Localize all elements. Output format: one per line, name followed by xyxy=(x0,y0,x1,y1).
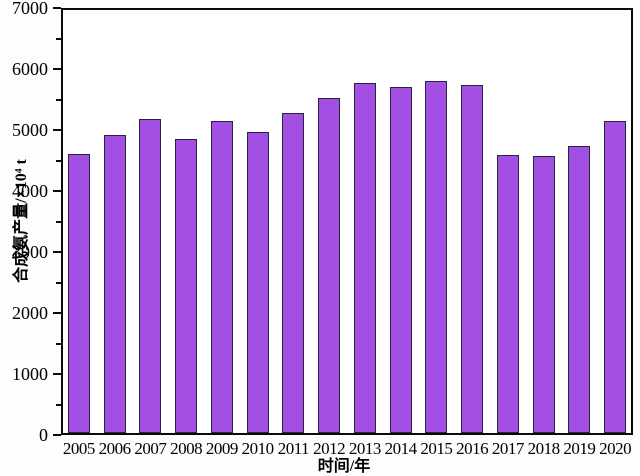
y-major-tick xyxy=(53,251,61,253)
x-tick-label: 2017 xyxy=(491,439,525,458)
bar-2009 xyxy=(210,121,233,433)
x-tick-label: 2007 xyxy=(134,439,167,458)
bar-2016 xyxy=(461,84,484,433)
y-major-tick xyxy=(53,190,61,192)
y-minor-tick xyxy=(56,281,61,284)
bar-2013 xyxy=(353,83,376,433)
x-tick-label: 2011 xyxy=(277,439,310,458)
y-tick-label: 0 xyxy=(39,425,48,445)
x-tick-label: 2016 xyxy=(456,439,489,458)
y-tick-label: 3000 xyxy=(12,242,48,262)
y-tick-label: 6000 xyxy=(12,59,48,79)
y-tick-label: 2000 xyxy=(12,303,48,323)
x-axis-title: 时间/年 xyxy=(317,458,371,475)
bar-2007 xyxy=(139,119,162,433)
y-minor-tick xyxy=(56,220,61,223)
y-tick-label: 1000 xyxy=(12,364,48,384)
y-minor-tick xyxy=(56,98,61,101)
y-tick-label: 4000 xyxy=(12,181,48,201)
y-minor-tick xyxy=(56,403,61,406)
bar-2020 xyxy=(604,120,627,433)
x-tick-label: 2005 xyxy=(62,439,96,458)
y-minor-tick xyxy=(56,37,61,40)
x-tick-label: 2010 xyxy=(241,439,275,458)
bar-2012 xyxy=(318,98,341,433)
bar-2018 xyxy=(532,155,555,433)
x-tick-label: 2018 xyxy=(527,439,561,458)
bar-2019 xyxy=(568,146,591,433)
y-tick-label: 5000 xyxy=(12,120,48,140)
y-major-tick xyxy=(53,129,61,131)
x-tick-label: 2019 xyxy=(563,439,596,458)
y-minor-tick xyxy=(56,159,61,162)
bar-2010 xyxy=(246,131,269,433)
x-tick-label: 2015 xyxy=(420,439,453,458)
bar-2011 xyxy=(282,112,305,433)
bar-2014 xyxy=(389,86,412,433)
x-tick-label: 2009 xyxy=(205,439,239,458)
y-major-tick xyxy=(53,68,61,70)
x-tick-label: 2014 xyxy=(384,439,418,458)
x-tick-label: 2008 xyxy=(170,439,203,458)
y-major-tick xyxy=(53,373,61,375)
x-tick-label: 2012 xyxy=(313,439,346,458)
bar-2006 xyxy=(103,135,126,433)
bar-2015 xyxy=(425,80,448,433)
bar-2017 xyxy=(496,154,519,433)
y-major-tick xyxy=(53,434,61,436)
y-tick-label: 7000 xyxy=(12,0,48,18)
y-major-tick xyxy=(53,312,61,314)
bar-2008 xyxy=(175,138,198,433)
x-tick-label: 2013 xyxy=(348,439,382,458)
y-minor-tick xyxy=(56,342,61,345)
x-tick-label: 2020 xyxy=(599,439,632,458)
bar-2005 xyxy=(67,154,90,433)
y-major-tick xyxy=(53,7,61,9)
y-axis-title: 合成氨产量/×10⁴ t xyxy=(13,159,30,283)
x-tick-label: 2006 xyxy=(98,439,132,458)
